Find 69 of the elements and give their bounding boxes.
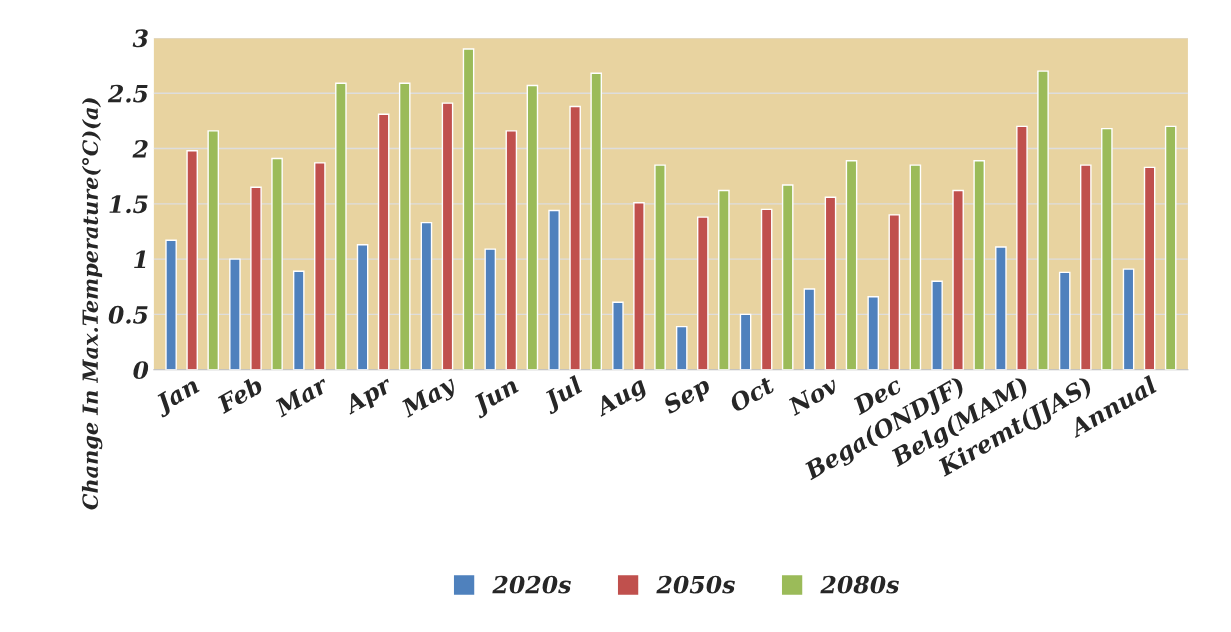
bar [718,189,730,370]
bar [1101,127,1113,370]
bar [1164,125,1177,370]
bar [186,150,198,370]
bar [1122,268,1135,370]
bar [888,214,901,370]
bar [931,280,943,370]
bar [207,130,220,370]
bar [526,84,539,370]
bar [845,159,858,370]
y-tick-label: 0 [133,361,149,380]
bar [314,162,326,370]
bar [654,164,666,370]
bar [441,102,454,370]
bar [229,258,241,370]
bar [1079,164,1092,370]
bar [909,164,922,370]
bar [590,72,603,370]
x-tick-label: Apr [341,374,397,419]
bar [462,48,475,370]
bar [739,313,752,370]
bar [1016,125,1028,370]
x-tick-label: Oct [727,375,776,413]
y-tick-label: 1.5 [109,195,148,214]
bar [484,248,497,370]
bar [505,130,518,370]
bar [420,221,433,370]
bar [250,186,262,370]
x-tick-label: Jun [469,375,522,419]
bar [292,270,305,370]
bar [548,209,560,370]
x-tick-label: Mar [272,374,331,418]
bar [1058,271,1071,370]
y-tick-label: 2.5 [107,84,148,103]
legend-label: 2050s [656,575,735,594]
x-tick-label: Sep [661,375,714,419]
bar [803,288,816,370]
bar [867,296,880,370]
bar [697,216,709,370]
y-tick-label: 1 [134,250,146,269]
bar [271,157,283,370]
bar [824,196,837,370]
bar [612,301,624,370]
legend-label: 2020s [492,575,571,594]
x-tick-label: Feb [214,375,265,415]
bar [675,325,688,370]
bar [377,113,390,370]
bar [1143,166,1156,370]
bar [995,246,1007,370]
bar [781,184,794,370]
x-tick-label: Aug [592,375,650,422]
bar [356,244,369,370]
bar [952,189,964,370]
y-axis-title: Change In Max.Temperature(°C)(a) [81,98,103,510]
bar [398,82,411,370]
x-tick-label: May [399,374,461,423]
bar [973,159,985,370]
bar [1037,70,1049,370]
x-tick-label: Jul [539,374,587,415]
y-tick-label: 2 [132,139,148,158]
bar [335,82,347,370]
y-tick-label: 3 [132,29,148,48]
bar [760,208,773,370]
bar [569,105,581,370]
legend-label: 2080s [820,575,899,594]
y-tick-label: 0.5 [108,305,148,324]
x-tick-label: Jan [151,375,203,419]
bar [633,202,645,370]
bar [165,239,177,370]
